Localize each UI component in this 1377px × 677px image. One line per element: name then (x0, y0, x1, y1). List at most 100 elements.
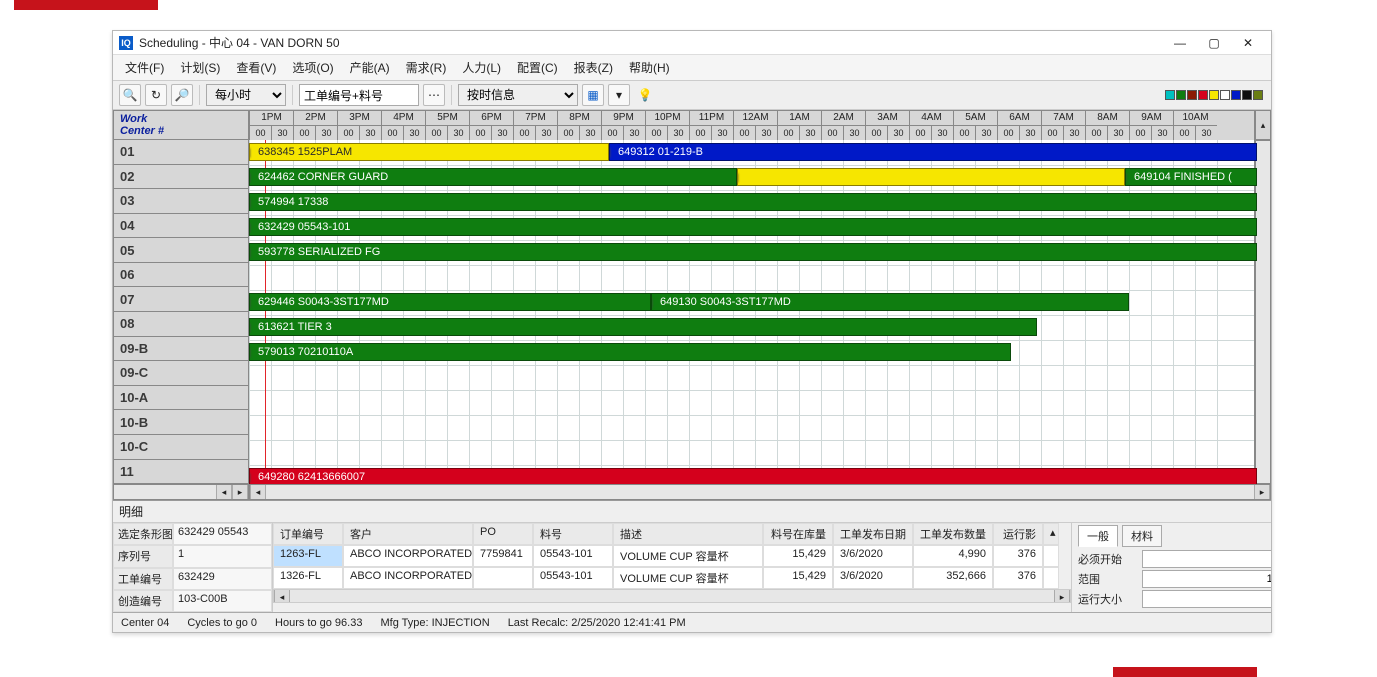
work-center-row[interactable]: 09-C (113, 361, 249, 386)
details-panel: 明细 选定条形图632429 05543序列号1工单编号632429创造编号10… (113, 500, 1271, 612)
column-header[interactable]: 运行影 (993, 523, 1043, 545)
info-label: 工单编号 (113, 568, 173, 590)
statusbar: Center 04 Cycles to go 0 Hours to go 96.… (113, 612, 1271, 632)
range-input[interactable] (1142, 570, 1271, 588)
separator (292, 85, 293, 105)
gantt-bar[interactable]: 593778 SERIALIZED FG (249, 243, 1257, 261)
color-legend (1165, 90, 1265, 100)
dt-hscroll[interactable]: ◂▸ (273, 589, 1071, 603)
close-button[interactable]: ✕ (1231, 33, 1265, 53)
details-title: 明细 (113, 501, 1271, 523)
bulb-icon[interactable]: 💡 (634, 84, 656, 106)
work-center-row[interactable]: 10-C (113, 435, 249, 460)
table-row[interactable]: 1326-FLABCO INCORPORATED05543-101VOLUME … (273, 567, 1071, 589)
work-center-row[interactable]: 08 (113, 312, 249, 337)
minimize-button[interactable]: — (1163, 33, 1197, 53)
tab-general[interactable]: 一般 (1078, 525, 1118, 547)
menubar: 文件(F)计划(S)查看(V)选项(O)产能(A)需求(R)人力(L)配置(C)… (113, 55, 1271, 81)
gantt-bar[interactable]: 649312 01-219-B (609, 143, 1257, 161)
gantt-bar[interactable]: 649130 S0043-3ST177MD (651, 293, 1129, 311)
range-label: 范围 (1078, 571, 1138, 587)
hscroll-left-btn[interactable]: ◂ (216, 485, 232, 499)
dropdown-icon[interactable]: ▾ (608, 84, 630, 106)
menu-item[interactable]: 查看(V) (230, 57, 282, 78)
work-center-column: 010203040506070809-B09-C10-A10-B10-C11 (113, 140, 249, 484)
column-header[interactable]: PO (473, 523, 533, 545)
gantt-bar[interactable]: 624462 CORNER GUARD (249, 168, 737, 186)
gantt-bar[interactable]: 649104 FINISHED ( (1125, 168, 1257, 186)
menu-item[interactable]: 选项(O) (286, 57, 339, 78)
refresh-icon[interactable]: ↻ (145, 84, 167, 106)
column-header[interactable]: 工单发布日期 (833, 523, 913, 545)
work-center-row[interactable]: 01 (113, 140, 249, 165)
must-start-input[interactable] (1142, 550, 1271, 568)
menu-item[interactable]: 帮助(H) (623, 57, 676, 78)
vscroll-track[interactable] (1255, 140, 1271, 484)
zoom-icon[interactable]: 🔎 (171, 84, 193, 106)
maximize-button[interactable]: ▢ (1197, 33, 1231, 53)
work-center-row[interactable]: 04 (113, 214, 249, 239)
info-block: 选定条形图632429 05543序列号1工单编号632429创造编号103-C… (113, 523, 273, 612)
menu-item[interactable]: 产能(A) (344, 57, 396, 78)
timeline-header: 1PM2PM3PM4PM5PM6PM7PM8PM9PM10PM11PM12AM1… (249, 110, 1255, 140)
info-select[interactable]: 按时信息 (458, 84, 578, 106)
column-header[interactable]: 料号在库量 (763, 523, 833, 545)
work-center-row[interactable]: 10-B (113, 410, 249, 435)
hscroll[interactable]: ◂▸ ◂▸ (113, 484, 1271, 500)
gantt-bar[interactable] (737, 168, 1125, 186)
gantt-bar[interactable]: 574994 17338 (249, 193, 1257, 211)
titlebar: IQ Scheduling - 中心 04 - VAN DORN 50 — ▢ … (113, 31, 1271, 55)
menu-item[interactable]: 人力(L) (456, 57, 507, 78)
hscroll-left-btn[interactable]: ◂ (250, 485, 266, 499)
vscroll-up[interactable]: ▴ (1255, 110, 1271, 140)
gantt-bar[interactable]: 613621 TIER 3 (249, 318, 1037, 336)
column-header[interactable]: 订单编号 (273, 523, 343, 545)
gantt-bar[interactable]: 632429 05543-101 (249, 218, 1257, 236)
menu-item[interactable]: 文件(F) (119, 57, 170, 78)
column-header[interactable]: 描述 (613, 523, 763, 545)
tab-material[interactable]: 材料 (1122, 525, 1162, 547)
column-header[interactable]: 工单发布数量 (913, 523, 993, 545)
chart-area: WorkCenter # 1PM2PM3PM4PM5PM6PM7PM8PM9PM… (113, 110, 1271, 500)
toolbar: 🔍 ↻ 🔎 每小时 ⋯ 按时信息 ▦ ▾ 💡 (113, 81, 1271, 110)
find-icon[interactable]: 🔍 (119, 84, 141, 106)
gantt-bar[interactable]: 579013 70210110A (249, 343, 1011, 361)
info-value: 632429 05543 (173, 523, 272, 545)
field-combo[interactable] (299, 84, 419, 106)
column-header[interactable]: 客户 (343, 523, 473, 545)
work-center-row[interactable]: 03 (113, 189, 249, 214)
side-props: 一般 材料 必须开始 范围 运行大小 (1071, 523, 1271, 612)
menu-item[interactable]: 配置(C) (511, 57, 564, 78)
gantt-bar[interactable]: 638345 1525PLAM (249, 143, 609, 161)
decor-bar-top (14, 0, 158, 10)
work-center-row[interactable]: 11 (113, 460, 249, 484)
work-center-row[interactable]: 06 (113, 263, 249, 288)
column-header[interactable]: 料号 (533, 523, 613, 545)
hscroll-right-btn[interactable]: ▸ (232, 485, 248, 499)
menu-item[interactable]: 需求(R) (400, 57, 453, 78)
table-row[interactable]: 1263-FLABCO INCORPORATED775984105543-101… (273, 545, 1071, 567)
run-size-label: 运行大小 (1078, 591, 1138, 607)
gantt[interactable]: 638345 1525PLAM649312 01-219-B 624462 COR… (249, 140, 1255, 484)
run-size-input[interactable] (1142, 590, 1271, 608)
info-value: 103-C00B (173, 590, 272, 612)
grid-view-icon[interactable]: ▦ (582, 84, 604, 106)
menu-item[interactable]: 报表(Z) (568, 57, 619, 78)
work-center-row[interactable]: 10-A (113, 386, 249, 411)
must-start-label: 必须开始 (1078, 551, 1138, 567)
gantt-bar[interactable]: 629446 S0043-3ST177MD (249, 293, 651, 311)
separator (199, 85, 200, 105)
hscroll-right-btn[interactable]: ▸ (1254, 485, 1270, 499)
work-center-row[interactable]: 02 (113, 165, 249, 190)
separator (451, 85, 452, 105)
gantt-bar[interactable]: 649280 62413666007 (249, 468, 1257, 484)
scheduling-window: IQ Scheduling - 中心 04 - VAN DORN 50 — ▢ … (112, 30, 1272, 633)
work-center-row[interactable]: 05 (113, 238, 249, 263)
status-cycles: Cycles to go 0 (187, 617, 257, 629)
work-center-row[interactable]: 07 (113, 287, 249, 312)
picker-button[interactable]: ⋯ (423, 84, 445, 106)
menu-item[interactable]: 计划(S) (174, 57, 226, 78)
interval-select[interactable]: 每小时 (206, 84, 286, 106)
work-center-row[interactable]: 09-B (113, 337, 249, 362)
status-recalc: Last Recalc: 2/25/2020 12:41:41 PM (508, 617, 686, 629)
